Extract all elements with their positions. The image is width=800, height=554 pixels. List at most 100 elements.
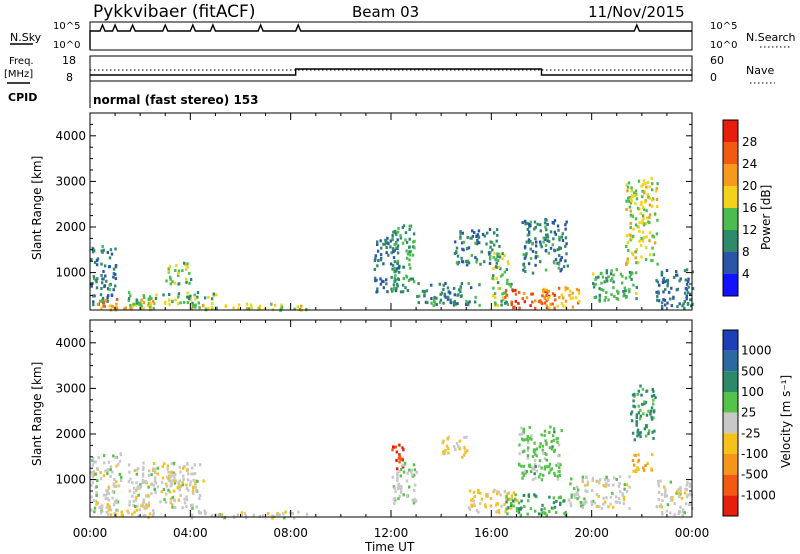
velocity-cell [497,509,501,513]
power-cell [646,181,650,184]
power-cell [641,214,645,218]
velocity-cell [133,510,136,514]
power-cell [644,258,648,261]
velocity-cell [590,489,594,492]
power-cell [150,297,153,300]
power-cell [645,209,648,213]
velocity-cell [669,498,673,502]
velocity-cell [643,402,646,406]
power-cell [177,292,181,296]
power-cell [103,264,107,268]
velocity-cell [552,438,556,442]
power-cell [557,266,560,270]
power-cell [662,298,665,301]
power-cell [545,233,548,237]
velocity-cell [518,463,521,467]
power-cell [185,277,188,281]
velocity-cell [578,495,581,499]
velocity-cell [145,506,148,510]
power-cell [91,281,94,285]
power-cell [433,301,437,305]
velocity-cell [681,513,684,517]
power-colorbar-swatch [723,186,738,208]
power-cell [224,304,227,308]
velocity-cell [558,466,561,469]
velocity-colorbar-tick: 100 [741,385,764,399]
power-cell [621,281,624,285]
power-cell [433,295,436,299]
velocity-cell [115,484,118,488]
power-cell [177,282,180,286]
power-cell [641,230,645,234]
power-cell [379,253,383,257]
velocity-cell [679,488,682,492]
power-cell [215,293,218,297]
velocity-cell [514,497,517,501]
velocity-cell [543,507,546,511]
velocity-cell [93,473,96,477]
power-cell [545,228,548,232]
velocity-cell [506,512,509,516]
velocity-cell [549,425,552,429]
velocity-cell [173,479,177,483]
power-cell [622,294,625,298]
velocity-cell [552,496,555,500]
velocity-cell [194,479,198,483]
power-cell [392,286,396,290]
velocity-cell [95,485,98,489]
velocity-cell [154,491,157,495]
power-cell [408,237,411,241]
power-cell [634,250,637,254]
power-cell [645,235,648,239]
power-cell [390,275,393,279]
power-cell [404,286,407,290]
power-cell [631,271,634,275]
velocity-cell [189,480,192,484]
power-cell [564,286,567,290]
power-cell [189,278,193,281]
power-cell [459,285,462,289]
velocity-cell [168,490,172,494]
velocity-cell [538,445,541,449]
power-colorbar-tick: 28 [742,135,757,149]
power-cell [404,238,407,242]
velocity-cell [90,471,93,474]
power-cell [656,295,659,298]
power-cell [491,240,494,244]
power-cell [541,290,545,294]
time-tick-label: 08:00 [273,526,308,540]
power-cell [104,298,107,302]
velocity-cell [598,505,601,509]
power-cell [505,289,508,293]
power-cell [189,294,192,298]
power-cell [600,288,603,291]
power-cell [186,291,189,295]
velocity-cell [543,433,546,437]
velocity-cell [643,400,646,404]
velocity-cell [458,439,461,443]
velocity-cell [109,474,112,478]
power-cell [489,240,492,244]
power-colorbar-tick: 20 [742,179,757,193]
power-cell [498,244,501,248]
power-cell [394,289,398,293]
velocity-cell [178,465,181,469]
velocity-cell [92,460,95,464]
velocity-cell [145,494,148,498]
velocity-cell [528,436,531,440]
velocity-cell [278,513,281,517]
velocity-cell [545,465,549,469]
velocity-cell [666,503,670,507]
power-cell [106,296,109,300]
noise-right-label: N.Search [746,31,796,44]
power-cell [653,241,657,245]
power-cell [501,257,504,261]
power-cell [376,290,379,293]
power-cell [132,302,135,306]
velocity-cell [550,440,553,443]
power-cell [96,303,100,306]
velocity-cell [411,498,414,502]
power-cell [657,290,660,294]
power-cell [152,299,155,303]
velocity-cell [223,516,227,520]
